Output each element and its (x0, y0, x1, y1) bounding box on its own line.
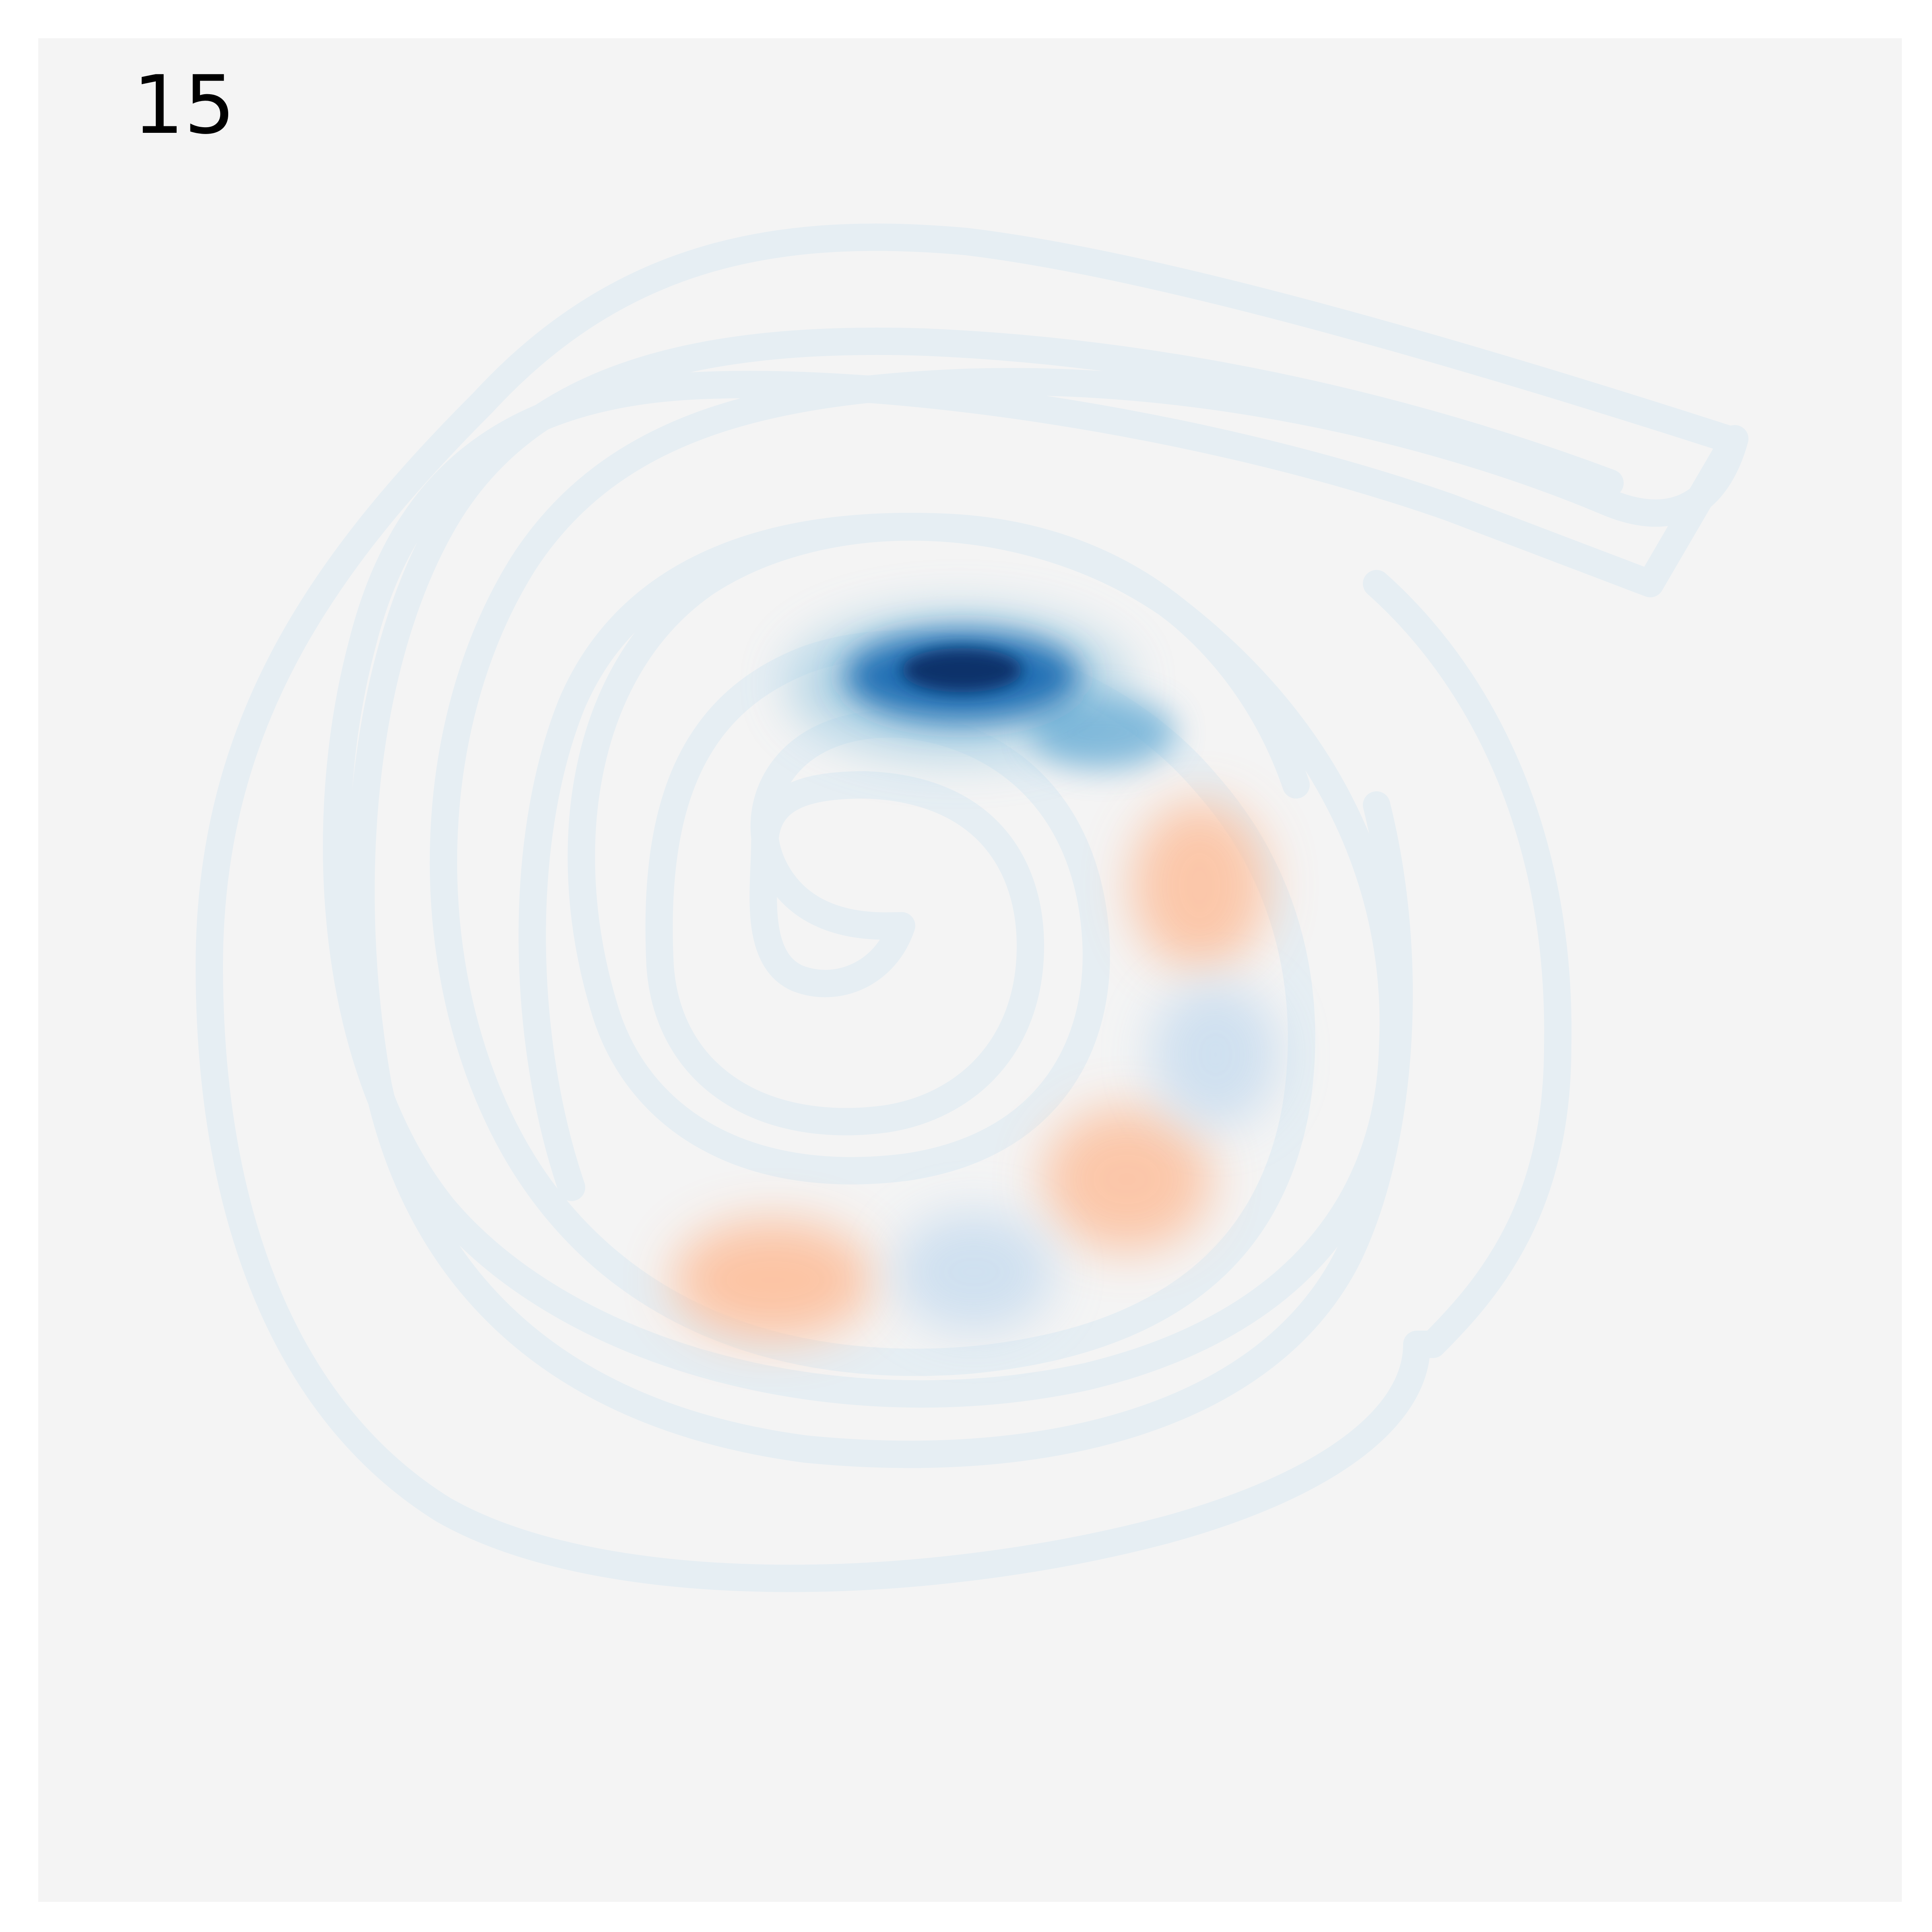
negative-lobe-tail (1030, 696, 1175, 769)
weak-negative-lobe-1 (1151, 982, 1280, 1127)
spiral-third-ring (518, 513, 1310, 1201)
spiral-second-ring (347, 327, 1624, 1468)
negative-lobe-core (902, 648, 1022, 692)
weak-negative-lobe-2 (894, 1212, 1055, 1332)
spiral-domain-outline (196, 223, 1748, 1592)
field-background (38, 38, 1902, 1902)
spiral-outer-boundary (323, 368, 1748, 1408)
spiral-outer-ring (196, 223, 1740, 1592)
positive-lobe-2 (1042, 1107, 1212, 1252)
positive-lobe-3 (672, 1220, 873, 1340)
positive-lobe-1 (1131, 801, 1268, 970)
field-anomalies (672, 612, 1280, 1340)
frame-number-label: 15 (133, 58, 235, 152)
